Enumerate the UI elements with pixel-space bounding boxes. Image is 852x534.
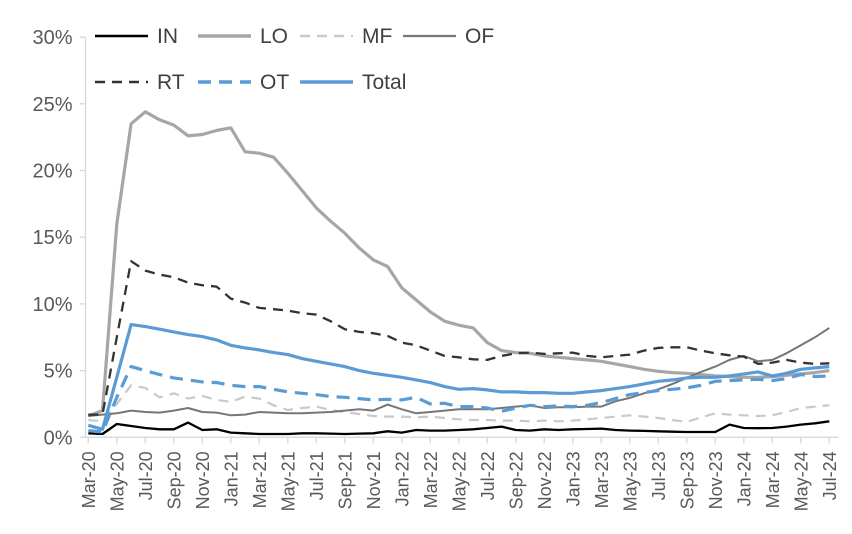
x-tick-label: Jul-24 <box>820 451 840 500</box>
legend-item-OF: OF <box>403 25 494 48</box>
legend-label-IN: IN <box>157 25 178 48</box>
x-tick-label: Jul-22 <box>478 451 498 500</box>
x-tick-label: Mar-23 <box>592 451 612 508</box>
x-tick-label: Jul-20 <box>136 451 156 500</box>
series-line-IN <box>88 420 830 436</box>
x-tick-label: May-22 <box>449 451 469 511</box>
series-line-RT <box>88 260 830 416</box>
x-tick-label: Jan-22 <box>392 451 412 506</box>
x-tick-label: May-23 <box>620 451 640 511</box>
series-line-OT <box>88 365 830 434</box>
x-tick-label: Nov-22 <box>535 451 555 509</box>
x-tick-label: Nov-23 <box>706 451 726 509</box>
x-tick-label: May-21 <box>278 451 298 511</box>
x-tick-label: Sep-21 <box>335 451 355 509</box>
x-tick-label: Mar-22 <box>421 451 441 508</box>
x-tick-label: Sep-22 <box>506 451 526 509</box>
legend-label-OT: OT <box>260 71 289 94</box>
series-line-OF <box>88 327 830 417</box>
y-tick-label: 20% <box>32 161 72 183</box>
x-tick-label: Jan-23 <box>563 451 583 506</box>
legend-item-LO: LO <box>198 25 288 48</box>
x-tick-label: May-24 <box>791 451 811 511</box>
x-tick-label: Nov-20 <box>193 451 213 509</box>
legend-label-LO: LO <box>260 25 288 48</box>
series-line-Total <box>87 323 830 431</box>
x-tick-label: Jul-21 <box>307 451 327 500</box>
legend-item-Total: Total <box>300 71 406 94</box>
legend-item-OT: OT <box>198 71 289 94</box>
legend-label-MF: MF <box>362 25 392 48</box>
x-tick-label: Nov-21 <box>364 451 384 509</box>
x-tick-label: Jan-21 <box>221 451 241 506</box>
legend-item-IN: IN <box>95 25 178 48</box>
y-tick-label: 5% <box>44 361 73 383</box>
y-tick-label: 0% <box>44 427 73 449</box>
x-tick-label: Mar-21 <box>250 451 270 508</box>
legend-item-RT: RT <box>95 71 185 94</box>
y-tick-label: 30% <box>32 27 72 49</box>
series-line-MF <box>88 384 830 424</box>
legend-item-MF: MF <box>300 25 392 48</box>
x-tick-label: Mar-20 <box>79 451 99 508</box>
x-tick-label: Mar-24 <box>763 451 783 508</box>
y-tick-label: 15% <box>32 227 72 249</box>
x-tick-label: Jul-23 <box>649 451 669 500</box>
x-tick-label: Sep-23 <box>677 451 697 509</box>
legend-label-Total: Total <box>362 71 406 94</box>
x-tick-label: Sep-20 <box>164 451 184 509</box>
series-line-LO <box>87 110 830 418</box>
x-tick-label: May-20 <box>107 451 127 511</box>
x-tick-label: Jan-24 <box>734 451 754 506</box>
legend-label-RT: RT <box>157 71 185 94</box>
legend: IN LO MF OF RT OT Total <box>95 25 494 94</box>
y-tick-label: 10% <box>32 294 72 316</box>
y-tick-label: 25% <box>32 94 72 116</box>
axes: 0% 5% 10% 15% 20% 25% 30% Mar-20 May-20 Jul-20 Sep… <box>32 27 839 511</box>
legend-label-OF: OF <box>465 25 494 48</box>
